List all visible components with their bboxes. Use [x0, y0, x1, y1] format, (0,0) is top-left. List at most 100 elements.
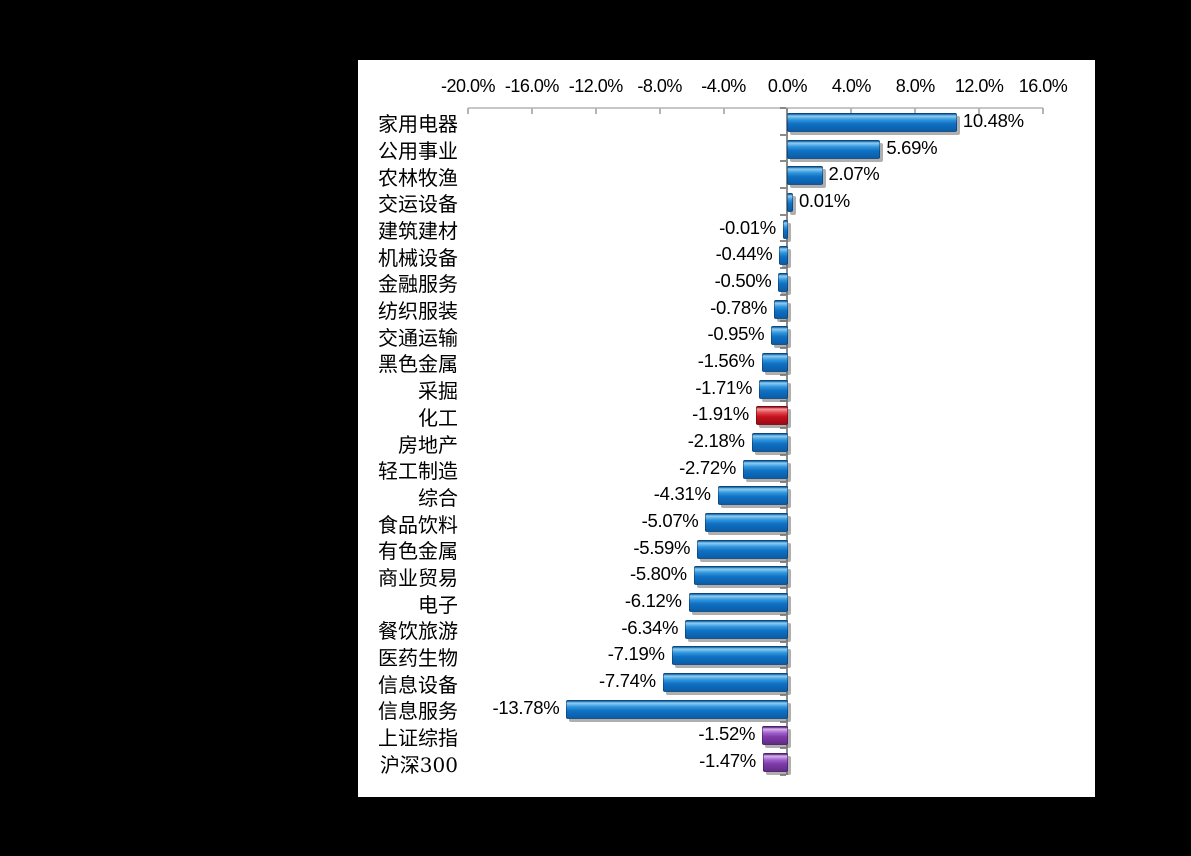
category-label: 化工: [418, 405, 458, 430]
bar: [759, 379, 789, 399]
category-label: 农林牧渔: [378, 165, 458, 190]
bar: [771, 326, 789, 346]
bar: [717, 486, 789, 506]
bar: [685, 619, 789, 639]
category-axis-tick-mark: [780, 747, 787, 750]
category-axis-tick-mark: [780, 187, 787, 190]
bar: [762, 753, 789, 773]
category-label: 综合: [418, 485, 458, 510]
category-label: 黑色金属: [378, 352, 458, 377]
category-axis-tick-mark: [780, 453, 787, 456]
value-label: -1.91%: [692, 403, 749, 425]
category-axis-tick-mark: [780, 400, 787, 403]
value-label: 0.01%: [798, 189, 850, 211]
value-label: -5.59%: [633, 536, 691, 558]
category-axis-tick-mark: [780, 774, 787, 776]
bar: [762, 726, 789, 746]
category-axis-tick-mark: [780, 293, 787, 296]
x-axis-tick-mark: [594, 108, 597, 114]
value-label: -0.78%: [710, 296, 767, 318]
value-label: 10.48%: [962, 109, 1024, 131]
x-axis-tick-mark: [850, 108, 853, 114]
value-label: -2.72%: [679, 456, 736, 478]
category-axis-tick-mark: [780, 347, 787, 350]
value-label: -6.12%: [624, 590, 682, 612]
x-axis-tick-label: -16.0%: [504, 76, 560, 96]
x-axis-tick-mark: [530, 108, 533, 114]
category-label: 餐饮旅游: [378, 619, 458, 644]
x-axis-tick-mark: [658, 108, 661, 114]
category-axis-tick-mark: [780, 267, 787, 270]
category-axis-tick-mark: [780, 213, 787, 216]
category-label: 有色金属: [378, 539, 458, 564]
value-label: 2.07%: [828, 163, 880, 185]
value-label: -1.52%: [698, 723, 756, 745]
category-axis-tick-mark: [780, 107, 787, 109]
value-label: -7.19%: [607, 643, 665, 665]
category-axis-tick-mark: [780, 320, 787, 323]
x-axis-line: [468, 107, 1043, 109]
category-axis-tick-mark: [780, 507, 787, 510]
category-axis-tick-mark: [780, 480, 787, 483]
x-axis-tick-label: -4.0%: [701, 76, 746, 96]
bar: [773, 299, 789, 319]
bar: [787, 139, 881, 159]
value-label: -13.78%: [492, 696, 560, 718]
bar: [787, 166, 823, 186]
value-label: -0.95%: [707, 323, 765, 345]
value-label: -1.71%: [695, 376, 753, 398]
value-label: -0.50%: [714, 269, 772, 291]
category-axis-tick-mark: [780, 160, 787, 163]
chart-panel: -20.0% -16.0% -12.0% -8.0% -4.0% 0.0% 4.0% 8.0%…: [358, 60, 1095, 797]
category-label: 机械设备: [378, 245, 458, 270]
bar: [662, 673, 789, 693]
x-axis-tick-label: -12.0%: [568, 76, 624, 96]
value-label: -1.47%: [699, 750, 756, 772]
value-label: -7.74%: [599, 670, 656, 692]
value-label: -0.01%: [719, 216, 776, 238]
category-label: 信息设备: [378, 672, 458, 697]
category-axis-tick-mark: [780, 613, 787, 616]
bar: [755, 406, 789, 426]
category-axis-tick-mark: [780, 560, 787, 563]
bar: [693, 566, 789, 586]
category-label: 家用电器: [378, 112, 458, 137]
category-axis-tick-mark: [780, 720, 787, 723]
value-label: -4.31%: [653, 483, 711, 505]
x-axis-tick-label: -20.0%: [440, 76, 496, 96]
x-axis-tick-mark: [1042, 108, 1044, 114]
category-label: 医药生物: [378, 645, 458, 670]
bar: [787, 192, 793, 212]
x-axis-tick-label: 8.0%: [895, 76, 936, 96]
value-label: -2.18%: [687, 430, 745, 451]
value-label: -0.44%: [715, 243, 773, 265]
category-label: 纺织服装: [378, 299, 458, 324]
category-axis-tick-mark: [780, 427, 787, 430]
category-label: 轻工制造: [378, 459, 458, 484]
category-axis-tick-mark: [780, 240, 787, 243]
category-label: 交通运输: [378, 325, 458, 350]
category-label: 房地产: [398, 432, 458, 457]
x-axis-tick-label: 4.0%: [831, 76, 872, 96]
value-label: 5.69%: [886, 136, 938, 158]
bar: [751, 433, 789, 452]
x-axis-tick-label: 16.0%: [1018, 76, 1068, 96]
x-axis-tick-label: -8.0%: [637, 76, 682, 96]
category-label: 食品饮料: [378, 512, 458, 537]
bar: [743, 459, 789, 479]
x-axis-tick-mark: [467, 108, 469, 114]
category-axis-tick-mark: [780, 587, 787, 590]
category-label: 建筑建材: [378, 219, 458, 244]
category-label: 信息服务: [378, 699, 458, 724]
value-label: -5.07%: [641, 510, 699, 532]
x-axis-tick-mark: [722, 108, 725, 114]
x-axis-tick-label: 12.0%: [954, 76, 1004, 96]
bar: [787, 112, 957, 132]
bar: [761, 352, 789, 372]
category-axis-tick-mark: [780, 133, 787, 136]
category-axis-tick-mark: [780, 373, 787, 376]
bar: [705, 513, 789, 533]
category-label: 商业贸易: [378, 565, 458, 590]
category-axis-tick-mark: [780, 533, 787, 536]
value-label: -5.80%: [629, 563, 687, 585]
